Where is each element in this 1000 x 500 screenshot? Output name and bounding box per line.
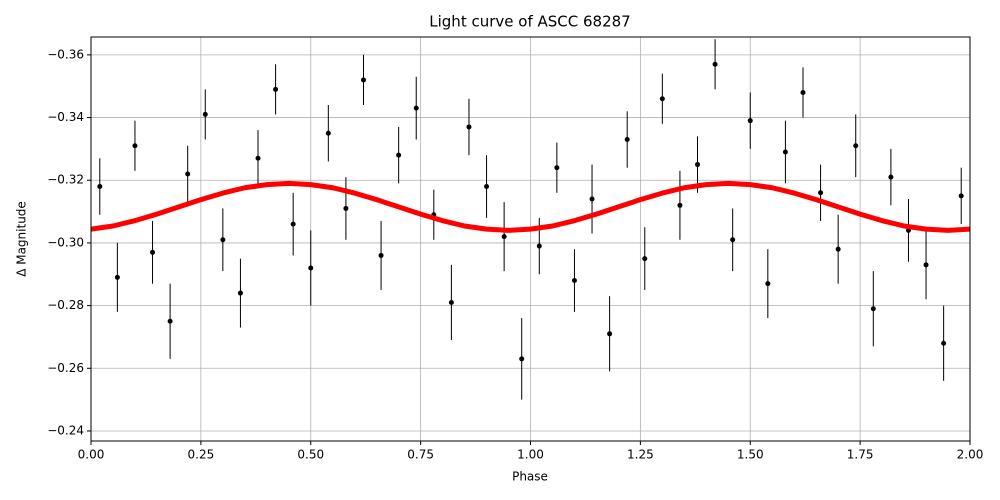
data-point [396,152,402,158]
y-tick-label: −0.24 [47,423,84,437]
x-tick-label: 0.25 [188,448,215,462]
data-point [185,171,191,177]
data-point [308,265,314,271]
data-point [870,306,876,312]
x-tick-label: 2.00 [957,448,984,462]
data-point [343,205,349,211]
data-point [255,155,261,161]
ticks: 0.00 0.25 0.50 0.75 1.00 1.25 1.50 1.75 2.00 −0.3… [47,47,983,461]
x-axis-label: Phase [512,470,548,484]
data-point [589,196,595,202]
data-point [378,252,384,258]
chart-title: Light curve of ASCC 68287 [429,13,630,31]
data-point [607,331,613,337]
data-point [360,77,366,83]
data-point [413,105,419,111]
data-point [624,136,630,142]
data-point [325,130,331,136]
plot-area [91,39,970,400]
data-point [484,184,490,190]
model-curve [91,180,970,233]
x-tick-label: 0.50 [297,448,324,462]
data-point [150,249,156,255]
x-tick-label: 1.50 [737,448,764,462]
x-tick-label: 0.75 [407,448,434,462]
data-point [554,165,560,171]
y-axis-label: Δ Magnitude [15,201,29,277]
data-point [853,143,859,149]
data-point [273,86,279,92]
data-point [132,143,138,149]
data-point [466,124,472,130]
data-point [571,278,577,284]
data-point [659,96,665,102]
y-tick-label: −0.32 [47,173,84,187]
data-point [519,356,525,362]
data-point [237,290,243,296]
data-point [290,221,296,227]
y-tick-label: −0.30 [47,235,84,249]
data-point [642,256,648,262]
y-tick-label: −0.26 [47,361,84,375]
data-point [941,340,947,346]
y-tick-label: −0.28 [47,298,84,312]
data-point [888,174,894,180]
data-point [97,184,103,190]
y-tick-label: −0.36 [47,47,84,61]
data-point [220,237,226,243]
data-point [448,299,454,305]
data-point [730,237,736,243]
data-point [958,193,964,199]
data-point [923,262,929,268]
data-point [747,118,753,124]
data-point [695,162,701,168]
data-point [765,281,771,287]
x-tick-label: 1.75 [847,448,874,462]
data-point [782,149,788,155]
x-tick-label: 0.00 [78,448,105,462]
data-point [501,234,507,240]
x-tick-label: 1.00 [517,448,544,462]
grid [90,37,971,441]
data-point [677,202,683,208]
x-tick-label: 1.25 [627,448,654,462]
y-tick-label: −0.34 [47,110,84,124]
data-point [818,190,824,196]
data-point [202,111,208,117]
data-point [835,246,841,252]
data-point [712,61,718,67]
data-point [114,274,120,280]
data-point [167,318,173,324]
data-point [536,243,542,249]
data-point [800,89,806,95]
